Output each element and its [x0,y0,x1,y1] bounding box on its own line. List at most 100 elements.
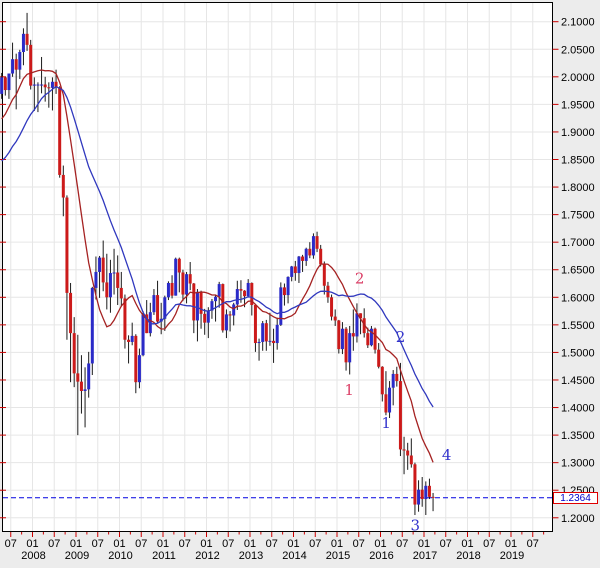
candle-body [286,276,290,296]
candle-body [391,373,395,388]
candle-body [322,264,326,286]
x-axis-month-label: 07 [92,538,104,550]
candle-body [250,282,254,306]
y-axis-label: 1.8500 [561,155,595,167]
x-axis-month-label: 01 [26,538,38,550]
x-axis-year-label: 2012 [195,550,219,562]
candle-body [413,464,417,505]
x-axis-year-label: 2018 [456,550,480,562]
candle-body [417,489,421,505]
candle-body [319,248,323,265]
y-axis-label: 1.9500 [561,99,595,111]
candle-body [137,355,141,383]
x-axis-month-label: 07 [222,538,234,550]
candle-body [199,291,203,314]
candle-body [134,335,138,383]
wave-label-2: 2 [396,328,406,346]
x-axis-year-label: 2013 [239,550,263,562]
plot-area [2,2,553,532]
x-axis-month-label: 07 [5,538,17,550]
candle-body [380,366,384,395]
x-axis-year-label: 2016 [369,550,393,562]
candle-body [166,282,170,298]
axis-ticks [0,21,559,537]
x-axis-month-label: 01 [374,538,386,550]
x-axis-month-label: 07 [527,538,539,550]
candle-body [210,301,214,311]
candle-body [431,496,435,498]
y-axis-label: 1.4500 [561,375,595,387]
y-axis-label: 1.5000 [561,347,595,359]
x-axis-month-label: 07 [135,538,147,550]
x-axis-month-label: 07 [353,538,365,550]
x-axis-year-label: 2011 [152,550,176,562]
candle-body [224,314,228,331]
candle-body [163,297,167,319]
x-axis-year-label: 2017 [413,550,437,562]
x-axis-month-label: 01 [331,538,343,550]
candle-body [47,87,51,89]
x-axis-month-label: 01 [418,538,430,550]
candle-body [290,266,294,277]
y-axis-label: 2.0000 [561,72,595,84]
candle-body [337,320,341,350]
candle-body [185,274,189,295]
candle-body [195,291,199,321]
x-axis-month-label: 07 [179,538,191,550]
y-axis-labels: 2.1000 2.0500 2.0000 1.9500 1.9000 1.8500 1.80… [561,17,595,525]
candle-body [388,387,392,413]
candle-body [366,333,370,346]
y-axis-label: 1.8000 [561,182,595,194]
candle-body [362,318,366,334]
candle-body [188,274,192,284]
candle-body [206,310,210,323]
candle-body [108,273,112,298]
candle-body [315,236,319,249]
candle-body [83,389,87,392]
candle-body [348,333,352,363]
x-axis-year-label: 2008 [21,550,45,562]
y-axis-label: 1.2000 [561,513,595,525]
candle-body [50,81,54,88]
x-axis-month-label: 01 [461,538,473,550]
slow-ma-line [1,85,434,408]
candle-body [181,272,185,295]
x-axis-month-label: 07 [309,538,321,550]
candle-body [351,333,355,337]
candle-body [246,282,250,297]
candle-body [355,313,359,337]
x-axis-month-label: 01 [505,538,517,550]
candle-body [141,314,145,356]
candle-body [232,304,236,316]
x-axis-year-label: 2010 [108,550,132,562]
y-axis-label: 1.4000 [561,403,595,415]
candle-body [333,316,337,321]
candle-body [192,283,196,321]
candle-body [304,248,308,261]
candle-body [174,258,178,296]
candle-body [61,174,65,198]
candle-body [330,297,334,317]
candle-body [76,373,80,382]
candle-body [243,290,247,297]
candle-body [145,314,149,334]
candle-body [156,295,160,322]
candle-body [344,328,348,363]
candle-body [18,52,22,70]
candle-body [384,394,388,413]
candle-body [427,485,431,497]
candle-body [272,340,276,344]
x-axis-month-label: 01 [244,538,256,550]
candle-body [11,59,15,74]
x-axis-month-label: 07 [396,538,408,550]
candle-body [90,287,94,364]
candle-body [261,323,265,342]
candle-body [420,489,424,500]
wave-label-4: 4 [442,446,452,464]
x-axis-year-label: 2009 [65,550,89,562]
candle-body [409,455,413,465]
x-axis-year-label: 2014 [282,550,306,562]
candle-body [373,328,377,350]
candle-body [54,81,58,88]
